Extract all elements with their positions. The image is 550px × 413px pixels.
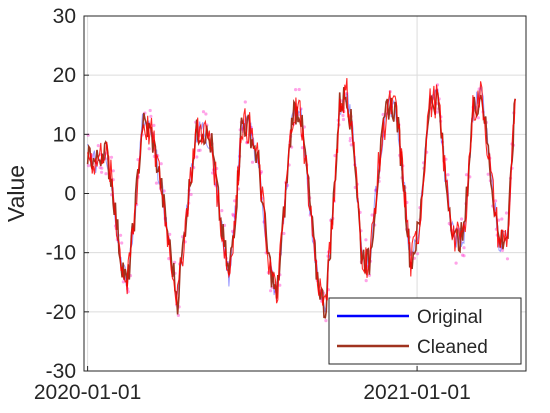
outlier-point (504, 211, 509, 215)
outlier-point (96, 144, 100, 148)
outlier-point (204, 112, 208, 116)
outlier-point (109, 155, 114, 159)
outlier-point (231, 212, 235, 216)
outlier-point (294, 88, 298, 92)
x-axis-ticks: 2020-01-01 2021-01-01 (34, 366, 471, 404)
y-axis-ticks: -30 -20 -10 0 10 20 30 (46, 5, 89, 383)
outlier-point (348, 139, 352, 143)
outlier-point (147, 147, 151, 151)
legend: Original Cleaned (328, 297, 522, 365)
outlier-point (500, 217, 504, 221)
outlier-point (486, 172, 490, 176)
outlier-point (341, 113, 345, 118)
outlier-point (381, 112, 385, 117)
outlier-point (86, 164, 91, 168)
outlier-point (100, 166, 104, 170)
outlier-point (250, 160, 255, 164)
y-tick-label: -10 (46, 242, 76, 265)
outlier-point (462, 246, 466, 250)
outlier-point (324, 319, 328, 323)
outlier-point (121, 280, 125, 284)
y-tick-label: -30 (46, 360, 76, 383)
y-tick-label: 20 (53, 64, 76, 87)
x-tick-label: 2021-01-01 (363, 381, 470, 404)
outlier-point (201, 110, 206, 114)
outlier-point (446, 173, 450, 177)
outlier-point (348, 136, 352, 140)
outlier-point (149, 114, 153, 118)
y-tick-label: -20 (46, 301, 76, 324)
outlier-point (464, 173, 469, 177)
outlier-point (100, 170, 104, 174)
outlier-point (167, 257, 171, 261)
outlier-point (364, 279, 368, 283)
outlier-point (460, 253, 465, 257)
outlier-point (500, 248, 505, 252)
outlier-point (148, 108, 152, 113)
outlier-point (119, 233, 123, 237)
outlier-point (159, 162, 163, 166)
x-tick-label: 2020-01-01 (34, 381, 141, 404)
outlier-point (416, 252, 420, 256)
series-layer (86, 78, 516, 319)
outlier-point (198, 148, 202, 152)
series-line-highlight (87, 78, 516, 306)
outlier-point (370, 213, 374, 217)
outlier-point (176, 313, 180, 317)
outlier-point (462, 254, 466, 258)
outlier-point (269, 289, 273, 293)
outlier-point (196, 148, 201, 153)
outlier-point (104, 172, 108, 176)
outlier-point (373, 188, 378, 192)
y-tick-label: 0 (64, 183, 76, 206)
outlier-point (278, 283, 282, 287)
outlier-point (98, 166, 102, 170)
y-axis-label: Value (3, 165, 29, 222)
outlier-point (168, 232, 172, 236)
outlier-point (231, 214, 236, 218)
outlier-point (460, 217, 464, 221)
legend-label-original: Original (417, 307, 482, 328)
outlier-point (297, 87, 301, 92)
outlier-point (364, 238, 368, 242)
outlier-point (220, 209, 224, 213)
outlier-point (285, 183, 290, 187)
outlier-point (282, 231, 286, 236)
outlier-point (189, 192, 193, 197)
legend-box (328, 297, 522, 365)
outlier-point (195, 155, 199, 159)
outlier-point (111, 169, 115, 173)
outlier-point (505, 257, 510, 261)
outlier-point (454, 261, 458, 265)
outlier-point (152, 123, 156, 127)
outlier-point (494, 199, 498, 203)
outlier-point (243, 100, 247, 104)
outlier-point (341, 117, 346, 122)
y-tick-label: 10 (53, 123, 76, 146)
outlier-point (476, 116, 480, 120)
outlier-point (349, 143, 353, 147)
outlier-point (162, 189, 166, 193)
legend-label-cleaned: Cleaned (417, 337, 488, 358)
outlier-point (154, 181, 159, 185)
outlier-point (497, 218, 501, 222)
y-tick-label: 30 (53, 5, 76, 28)
outlier-point (120, 241, 124, 245)
plot-area (83, 15, 527, 372)
outlier-point (435, 110, 439, 114)
